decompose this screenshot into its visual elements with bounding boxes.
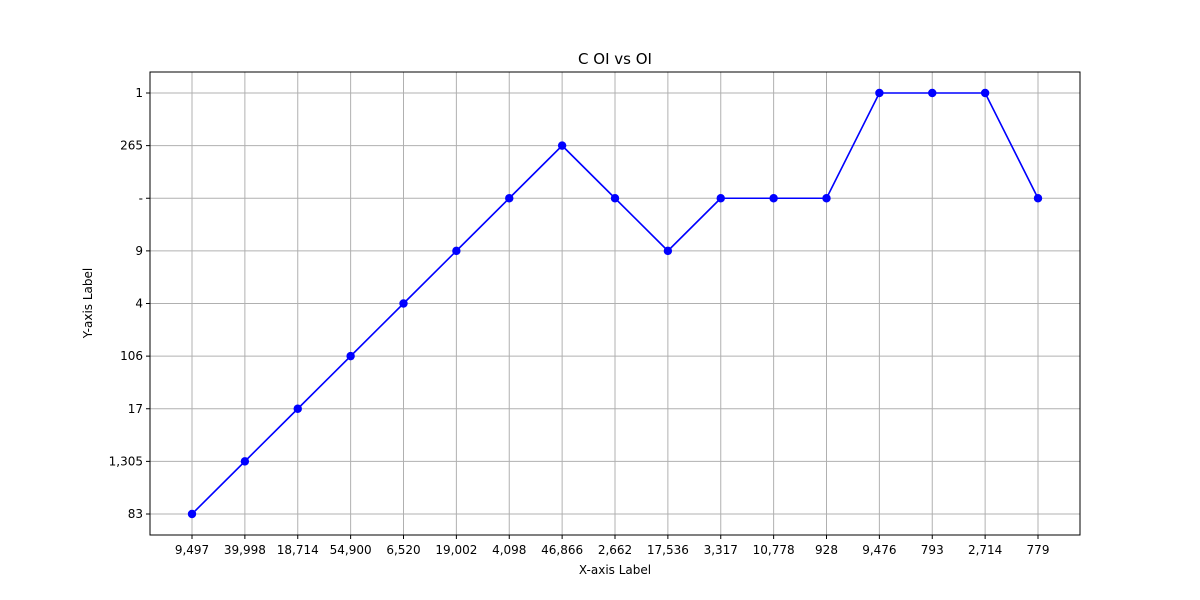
x-tick-label: 9,497 [175,543,209,557]
data-point [346,351,355,361]
data-point [980,88,990,98]
ticks: 9,497 39,998 18,714 54,900 6,520 19,002 4,098 4… [109,86,1050,557]
x-tick-label: 793 [921,543,944,557]
data-point [240,457,250,466]
y-tick-label: 1,305 [109,454,143,468]
data-point [769,194,778,203]
data-point [822,194,831,203]
x-tick-label: 18,714 [277,543,319,557]
x-tick-label: 9,476 [862,543,896,557]
grid [150,72,1080,535]
y-tick-label: 1 [135,86,143,100]
y-tick-label: 83 [128,507,143,521]
y-tick-label: 265 [120,139,143,153]
x-tick-label: 10,778 [753,543,795,557]
y-tick-label: - [139,191,143,205]
x-tick-label: 54,900 [330,543,372,557]
x-tick-label: 46,866 [541,543,583,557]
y-tick-label: 9 [135,244,143,258]
y-axis-label: Y-axis Label [81,268,95,339]
y-tick-label: 106 [120,349,143,363]
y-tick-label: 4 [135,297,143,311]
data-point [1033,194,1043,203]
x-tick-label: 17,536 [647,543,689,557]
data-point [399,299,408,308]
x-tick-label: 2,714 [968,543,1002,557]
x-tick-label: 39,998 [224,543,266,557]
x-tick-label: 4,098 [492,543,526,557]
x-axis-label: X-axis Label [579,563,651,577]
x-tick-label: 6,520 [386,543,420,557]
data-point [452,246,461,256]
x-tick-label: 779 [1027,543,1050,557]
data-point [557,141,567,150]
data-point [928,88,937,98]
data-point [716,194,725,203]
x-tick-label: 928 [815,543,838,557]
y-tick-label: 17 [128,402,143,416]
x-tick-label: 3,317 [704,543,738,557]
data-point [875,88,884,98]
chart-title: C OI vs OI [578,50,652,68]
series [187,88,1043,519]
data-point [505,194,514,203]
x-tick-label: 19,002 [435,543,477,557]
x-tick-label: 2,662 [598,543,632,557]
data-point [187,509,197,519]
data-point [293,404,302,413]
data-point [663,246,673,256]
data-point [610,194,620,203]
